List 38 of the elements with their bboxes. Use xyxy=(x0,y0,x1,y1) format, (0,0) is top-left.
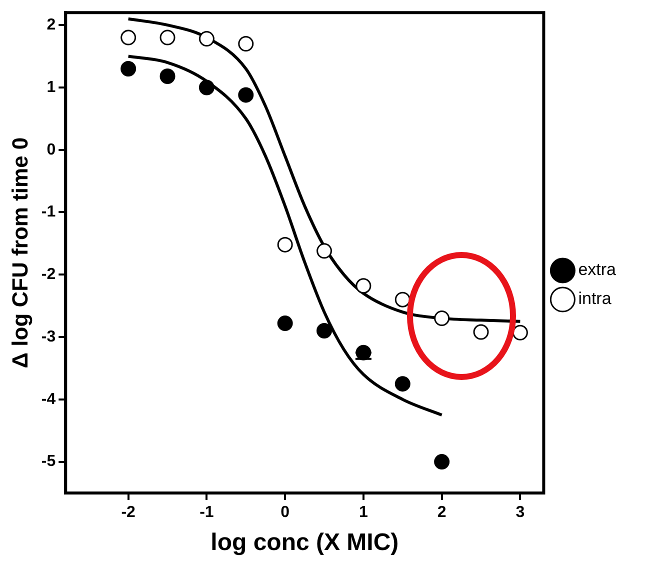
point xyxy=(160,30,176,46)
legend-label: intra xyxy=(578,289,612,308)
point xyxy=(120,61,136,76)
x-tick-label: 1 xyxy=(358,504,368,522)
point xyxy=(512,324,528,340)
x-tick-label: -2 xyxy=(121,504,136,522)
y-tick-label: -2 xyxy=(41,266,56,284)
point xyxy=(277,316,293,332)
point xyxy=(277,236,293,252)
point xyxy=(198,31,214,47)
point xyxy=(434,454,450,470)
point xyxy=(394,376,410,392)
point xyxy=(160,68,176,84)
y-tick-label: 1 xyxy=(46,78,56,96)
line-series xyxy=(126,54,444,417)
y-axis-title: Δ log CFU from time 0 xyxy=(7,137,32,368)
x-tick-label: 2 xyxy=(437,504,446,522)
point xyxy=(356,278,372,294)
y-tick-label: -4 xyxy=(41,390,56,408)
point xyxy=(120,30,136,46)
point xyxy=(198,80,214,96)
y-tick-label: -5 xyxy=(41,453,56,470)
y-tick-label: -3 xyxy=(41,328,56,346)
x-tick-label: 0 xyxy=(280,504,290,522)
x-tick-label: -1 xyxy=(200,504,214,522)
point xyxy=(316,323,332,339)
point xyxy=(473,324,489,340)
legend-label: extra xyxy=(578,260,617,280)
x-axis-title: log conc (X MIC) xyxy=(210,529,399,556)
point xyxy=(238,87,254,103)
x-tick-label: 3 xyxy=(516,504,525,522)
y-tick-label: 2 xyxy=(46,16,56,34)
y-tick-label: -1 xyxy=(41,204,56,221)
point xyxy=(434,310,450,326)
y-tick-label: 0 xyxy=(46,141,56,158)
point xyxy=(394,292,410,308)
point xyxy=(238,36,254,52)
point xyxy=(316,243,332,259)
